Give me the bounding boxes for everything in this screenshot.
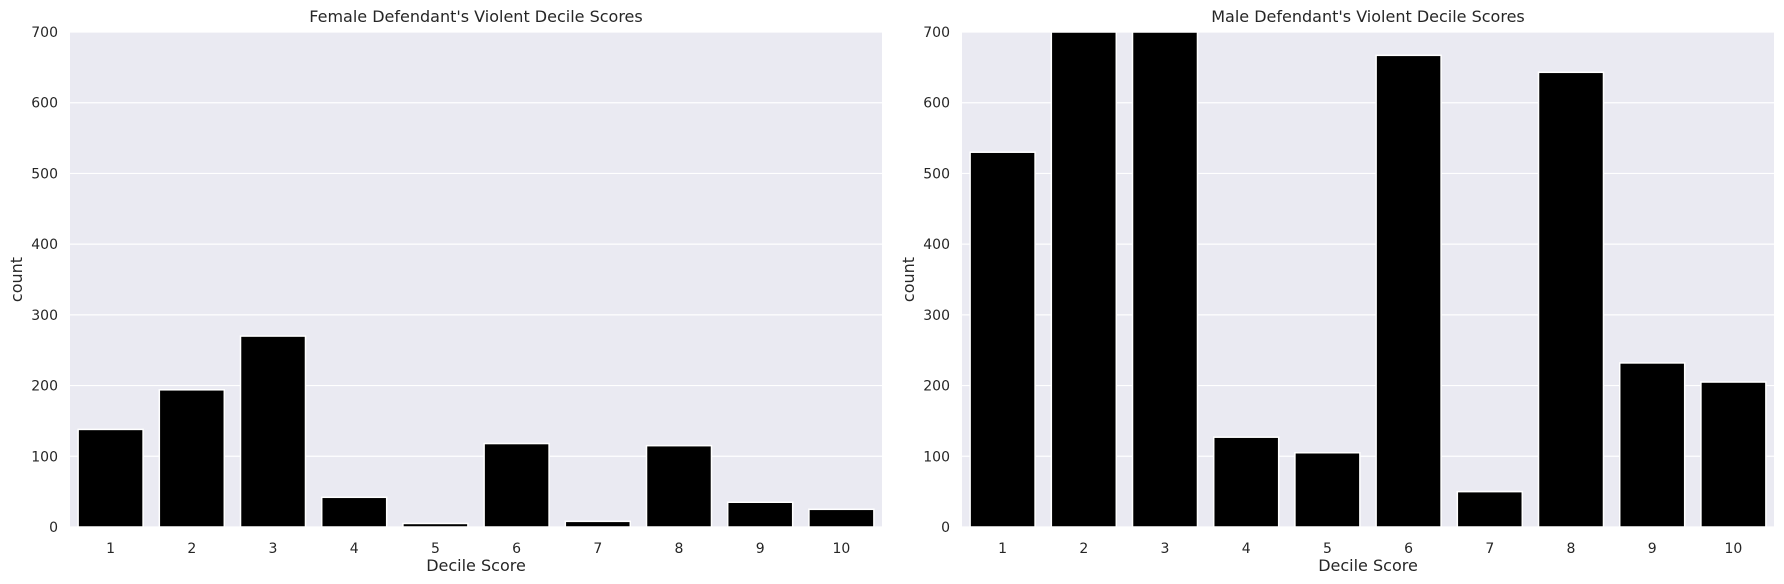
bar [726,501,794,528]
bar [1375,54,1442,528]
yticks-female: 0 100 200 300 400 500 600 700 [31,25,58,536]
y-tick-label: 100 [31,449,58,465]
bars-male [969,31,1767,528]
x-tick-label: 3 [1161,541,1170,557]
x-tick-label: 9 [756,541,765,557]
bar [1131,31,1199,528]
bar [1537,71,1605,528]
y-tick-label: 500 [923,166,950,182]
x-tick-label: 10 [1724,541,1742,557]
y-tick-label: 200 [31,379,58,395]
bar [158,389,226,528]
bar [1050,31,1118,528]
x-tick-label: 1 [106,541,115,557]
y-tick-label: 0 [49,520,58,536]
bar [969,151,1036,528]
yticks-male: 0 100 200 300 400 500 600 700 [923,25,950,536]
chart-male: 1 2 3 4 5 6 7 8 9 10 0 100 200 300 400 500 600 700 Male … [899,7,1774,575]
x-tick-label: 2 [1079,541,1088,557]
x-tick-label: 3 [269,541,278,557]
bar [1294,452,1361,528]
y-tick-label: 200 [923,379,950,395]
x-tick-label: 4 [350,541,359,557]
x-tick-label: 2 [187,541,196,557]
x-tick-label: 1 [998,541,1007,557]
y-axis-label-female: count [7,257,26,302]
chart-title-male: Male Defendant's Violent Decile Scores [1211,7,1525,26]
y-tick-label: 600 [923,96,950,112]
bar [77,428,144,528]
x-tick-label: 9 [1648,541,1657,557]
x-tick-label: 7 [1485,541,1494,557]
x-tick-label: 6 [512,541,521,557]
bar [808,508,875,528]
bar [645,444,713,528]
x-tick-label: 8 [675,541,684,557]
x-tick-label: 7 [593,541,602,557]
y-tick-label: 300 [31,308,58,324]
bar [1212,436,1280,528]
bar [239,335,307,528]
xticks-male: 1 2 3 4 5 6 7 8 9 10 [998,541,1742,557]
y-tick-label: 100 [923,449,950,465]
x-tick-label: 5 [431,541,440,557]
y-tick-label: 0 [941,520,950,536]
bar [402,522,469,528]
x-axis-label-male: Decile Score [1318,556,1418,575]
chart-female: 1 2 3 4 5 6 7 8 9 10 0 100 200 300 400 500 600 700 Femal… [7,7,882,575]
x-tick-label: 8 [1567,541,1576,557]
y-tick-label: 400 [923,237,950,253]
chart-title-female: Female Defendant's Violent Decile Scores [309,7,642,26]
y-tick-label: 300 [923,308,950,324]
bars-female [77,335,875,528]
bar [320,496,388,528]
y-tick-label: 400 [31,237,58,253]
x-tick-label: 6 [1404,541,1413,557]
bar [1456,490,1524,528]
x-tick-label: 10 [832,541,850,557]
bar [1700,381,1767,528]
x-tick-label: 5 [1323,541,1332,557]
x-tick-label: 4 [1242,541,1251,557]
y-tick-label: 500 [31,166,58,182]
bar [564,520,632,528]
xticks-female: 1 2 3 4 5 6 7 8 9 10 [106,541,850,557]
bar [1618,362,1686,528]
y-tick-label: 600 [31,96,58,112]
bar [483,442,550,528]
y-tick-label: 700 [923,25,950,41]
y-tick-label: 700 [31,25,58,41]
x-axis-label-female: Decile Score [426,556,526,575]
y-axis-label-male: count [899,257,918,302]
